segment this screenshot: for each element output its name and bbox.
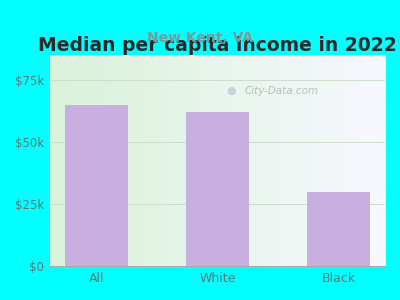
Bar [186,112,249,266]
Text: City-Data.com: City-Data.com [244,86,318,96]
Title: Median per capita income in 2022: Median per capita income in 2022 [38,36,397,55]
Text: ●: ● [226,86,236,96]
Text: New Kent, VA: New Kent, VA [147,32,253,46]
Bar [307,192,370,266]
Bar [65,105,128,266]
